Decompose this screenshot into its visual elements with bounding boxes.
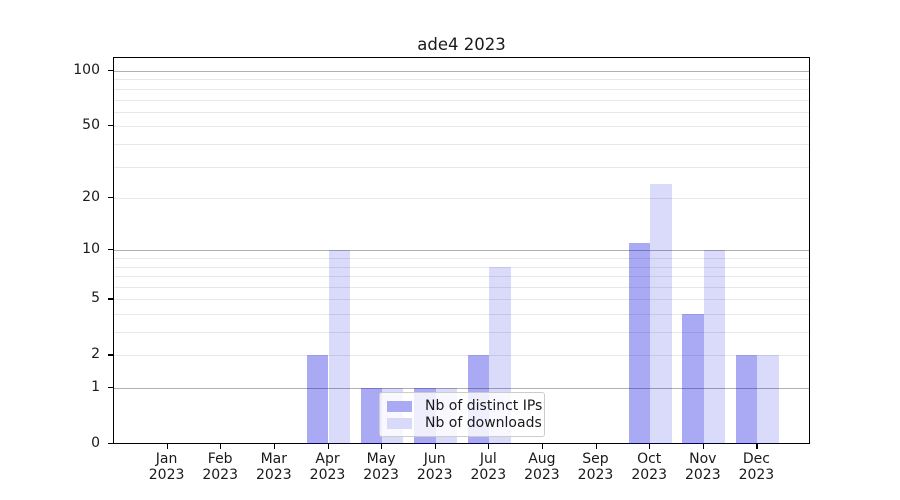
legend-label-distinct-ips: Nb of distinct IPs — [425, 398, 543, 414]
gridline-minor-60 — [114, 111, 809, 113]
legend-swatch-distinct-ips-icon — [387, 400, 412, 412]
gridline-major-100 — [114, 71, 809, 72]
plot-area — [113, 57, 810, 445]
gridline-minor-80 — [114, 88, 809, 90]
x-tick-mark-aug — [541, 444, 544, 449]
y-tick-label-10: 10 — [82, 241, 100, 258]
x-tick-mark-nov — [702, 444, 704, 449]
x-tick-mark-jan — [166, 444, 168, 449]
bar-ips-may — [360, 388, 383, 445]
bar-downloads-dec — [757, 355, 779, 445]
x-tick-label-oct: Oct 2023 — [631, 451, 667, 483]
chart-title: ade4 2023 — [417, 35, 506, 54]
x-tick-mark-may — [381, 444, 383, 449]
x-tick-mark-jun — [434, 444, 436, 449]
bar-ips-nov — [682, 314, 704, 445]
y-tick-label-0: 0 — [91, 435, 100, 452]
y-tick-mark-50 — [108, 125, 113, 127]
x-tick-label-jun: Jun 2023 — [416, 451, 453, 483]
gridline-minor-8 — [114, 266, 809, 268]
x-tick-mark-dec — [756, 444, 758, 449]
gridline-minor-5 — [114, 299, 809, 301]
gridline-minor-20 — [114, 198, 809, 199]
y-tick-label-50: 50 — [82, 117, 100, 134]
y-tick-mark-100 — [108, 70, 113, 72]
y-tick-mark-2 — [108, 354, 113, 356]
y-tick-label-2: 2 — [91, 346, 100, 363]
legend-label-downloads: Nb of downloads — [425, 415, 542, 431]
y-tick-mark-5 — [108, 298, 113, 300]
x-tick-label-jan: Jan 2023 — [148, 451, 185, 483]
legend-item-distinct-ips: Nb of distinct IPs — [387, 398, 542, 414]
gridline-major-10 — [114, 250, 809, 252]
x-tick-label-mar: Mar 2023 — [255, 451, 292, 483]
gridline-minor-70 — [114, 99, 809, 101]
x-tick-label-apr: Apr 2023 — [309, 451, 346, 483]
y-tick-mark-20 — [108, 197, 113, 199]
x-tick-mark-oct — [649, 444, 651, 449]
gridline-minor-40 — [114, 143, 809, 145]
gridline-minor-4 — [114, 314, 809, 316]
x-tick-label-nov: Nov 2023 — [684, 451, 721, 483]
x-tick-label-dec: Dec 2023 — [738, 451, 775, 483]
bar-ips-dec — [736, 355, 758, 445]
x-tick-label-feb: Feb 2023 — [202, 451, 238, 483]
gridline-minor-6 — [114, 286, 809, 288]
x-tick-label-may: May 2023 — [363, 451, 399, 483]
y-tick-label-1: 1 — [91, 379, 100, 396]
x-tick-mark-apr — [327, 444, 329, 449]
bar-downloads-nov — [703, 250, 726, 445]
x-tick-label-jul: Jul 2023 — [470, 451, 507, 483]
bar-downloads-apr — [328, 250, 350, 445]
legend: Nb of distinct IPs Nb of downloads — [379, 392, 545, 437]
bar-ips-apr — [307, 355, 329, 445]
gridline-minor-9 — [114, 258, 809, 259]
x-tick-mark-feb — [220, 444, 222, 449]
y-tick-mark-10 — [108, 249, 113, 251]
legend-item-downloads: Nb of downloads — [387, 415, 542, 431]
gridline-major-1 — [114, 388, 809, 390]
x-tick-label-sep: Sep 2023 — [577, 451, 614, 483]
x-tick-mark-mar — [273, 444, 275, 449]
x-tick-mark-jul — [488, 444, 490, 449]
gridline-minor-3 — [114, 332, 809, 334]
y-tick-mark-0 — [108, 443, 113, 445]
gridline-minor-90 — [114, 79, 809, 81]
bar-downloads-oct — [650, 183, 672, 445]
legend-swatch-downloads-icon — [387, 417, 412, 429]
bar-ips-oct — [628, 243, 651, 445]
x-tick-label-aug: Aug 2023 — [524, 451, 560, 483]
y-tick-label-5: 5 — [91, 290, 100, 307]
gridline-minor-30 — [114, 166, 809, 168]
gridline-minor-2 — [114, 355, 809, 357]
gridline-minor-50 — [114, 126, 809, 128]
y-tick-mark-1 — [108, 387, 113, 389]
x-tick-mark-sep — [595, 444, 597, 449]
y-tick-label-20: 20 — [82, 189, 100, 205]
y-tick-label-100: 100 — [73, 62, 100, 78]
gridline-minor-7 — [114, 276, 809, 278]
